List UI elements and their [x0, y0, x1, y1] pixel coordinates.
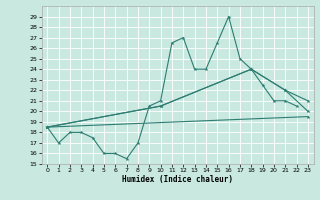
X-axis label: Humidex (Indice chaleur): Humidex (Indice chaleur) [122, 175, 233, 184]
